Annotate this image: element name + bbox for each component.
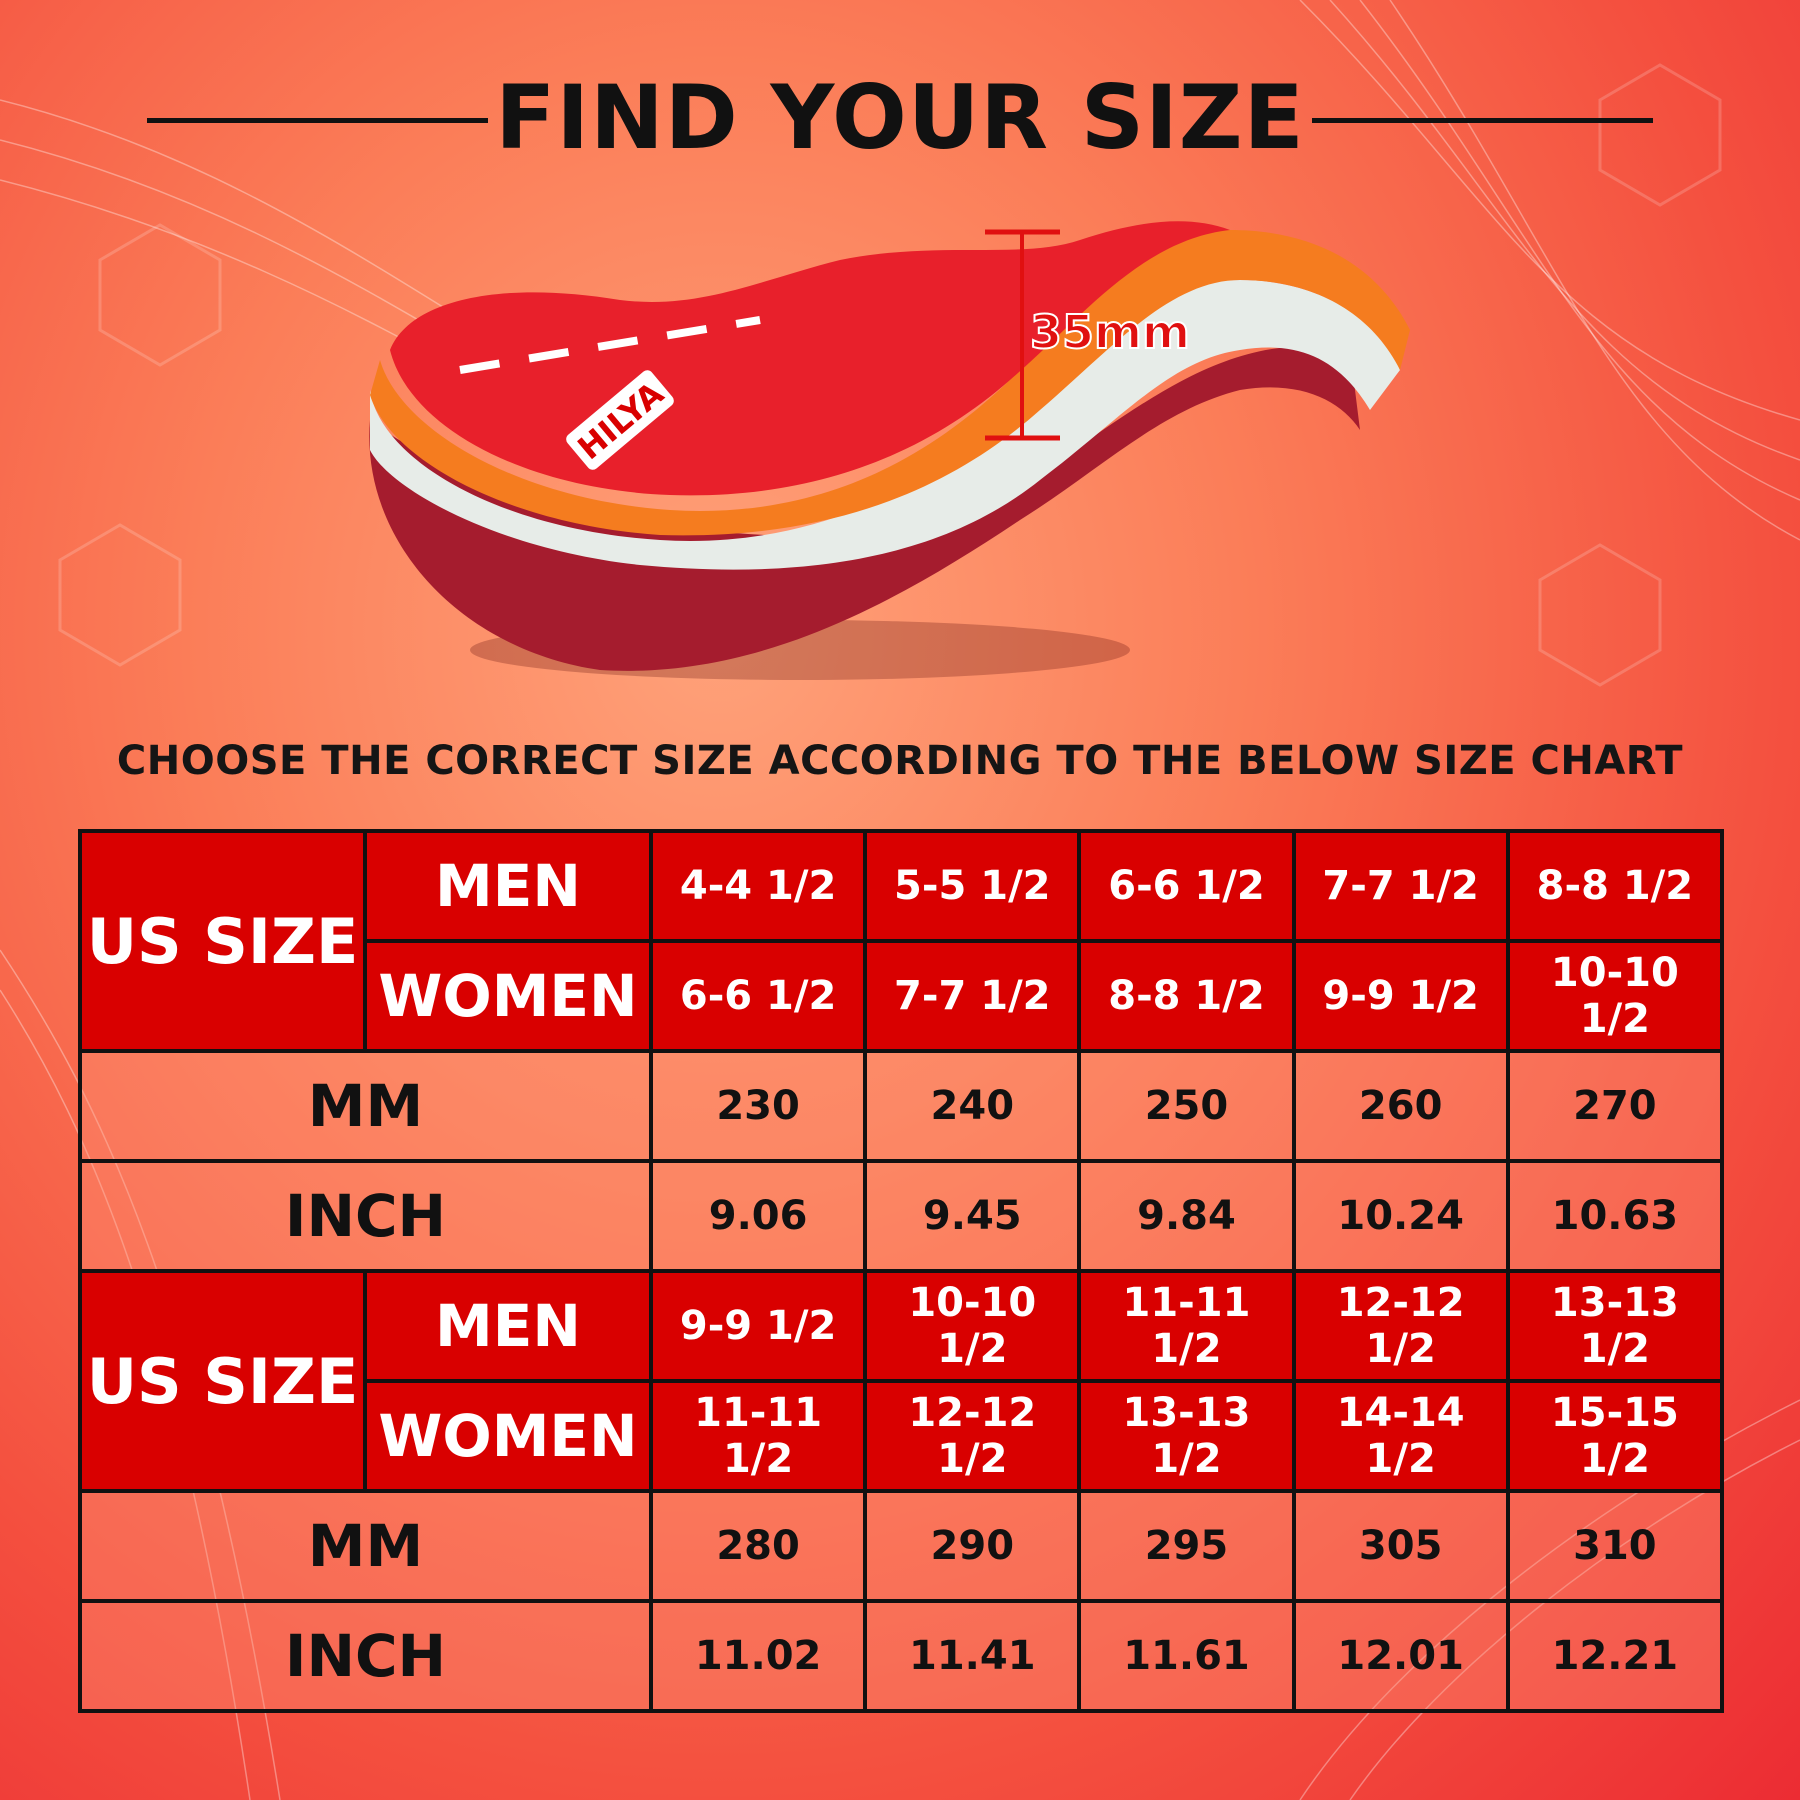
women-value-cell: 13-13 1/2 [1077, 1379, 1296, 1493]
mm-value-cell: 250 [1077, 1049, 1296, 1163]
inch-value-cell: 11.41 [863, 1599, 1082, 1713]
women-value-cell: 7-7 1/2 [863, 939, 1082, 1053]
title-rule-left [147, 118, 488, 123]
men-value-cell: 13-13 1/2 [1505, 1269, 1725, 1383]
inch-value-cell: 9.45 [863, 1159, 1082, 1273]
inch-value-cell: 10.63 [1505, 1159, 1725, 1273]
men-value-cell: 7-7 1/2 [1291, 829, 1510, 943]
insole-product-image: HILYA [369, 221, 1410, 680]
table-row-men: US SIZE MEN 4-4 1/2 5-5 1/2 6-6 1/2 7-7 1/2 8-… [78, 829, 1725, 1053]
inch-value-cell: 12.21 [1505, 1599, 1725, 1713]
women-value-cell: 14-14 1/2 [1291, 1379, 1510, 1493]
arch-height-label: 35mm [1029, 304, 1191, 360]
page-title: FIND YOUR SIZE [495, 66, 1305, 169]
inch-value-cell: 12.01 [1291, 1599, 1510, 1713]
table-row-women: WOMEN 6-6 1/2 7-7 1/2 8-8 1/2 9-9 1/2 10-10 1… [80, 939, 1725, 1053]
men-value-cell: 5-5 1/2 [863, 829, 1082, 943]
men-value-cell: 9-9 1/2 [648, 1269, 868, 1383]
women-header: WOMEN [363, 939, 653, 1053]
table-row-inch: INCH 9.06 9.45 9.84 10.24 10.63 [78, 1159, 1725, 1273]
women-value-cell: 6-6 1/2 [648, 939, 868, 1053]
arch-height-marker [985, 229, 1060, 441]
women-value-cell: 11-11 1/2 [648, 1379, 868, 1493]
inch-value-cell: 11.61 [1077, 1599, 1296, 1713]
women-value-cell: 8-8 1/2 [1077, 939, 1296, 1053]
men-value-cell: 11-11 1/2 [1077, 1269, 1296, 1383]
women-header: WOMEN [363, 1379, 653, 1493]
mm-value-cell: 270 [1505, 1049, 1725, 1163]
mm-value-cell: 295 [1077, 1489, 1296, 1603]
inch-value-cell: 10.24 [1291, 1159, 1510, 1273]
title-rule-right [1312, 118, 1653, 123]
women-value-cell: 9-9 1/2 [1291, 939, 1510, 1053]
mm-value-cell: 280 [648, 1489, 868, 1603]
inch-value-cell: 11.02 [648, 1599, 868, 1713]
table-row-inch: INCH 11.02 11.41 11.61 12.01 12.21 [78, 1599, 1725, 1713]
men-header: MEN [363, 829, 653, 943]
men-value-cell: 6-6 1/2 [1077, 829, 1296, 943]
table-row-mm: MM 280 290 295 305 310 [78, 1489, 1725, 1603]
mm-value-cell: 290 [863, 1489, 1082, 1603]
men-value-cell: 12-12 1/2 [1291, 1269, 1510, 1383]
men-value-cell: 4-4 1/2 [648, 829, 868, 943]
inch-value-cell: 9.06 [648, 1159, 868, 1273]
size-chart-table: US SIZE MEN 4-4 1/2 5-5 1/2 6-6 1/2 7-7 1/2 8-… [78, 829, 1725, 1713]
us-size-header: US SIZE [78, 1269, 367, 1493]
women-value-cell: 12-12 1/2 [863, 1379, 1082, 1493]
mm-value-cell: 230 [648, 1049, 868, 1163]
mm-header: MM [78, 1049, 653, 1163]
inch-header: INCH [78, 1159, 653, 1273]
table-row-mm: MM 230 240 250 260 270 [78, 1049, 1725, 1163]
women-value-cell: 15-15 1/2 [1505, 1379, 1725, 1493]
mm-header: MM [78, 1489, 653, 1603]
mm-value-cell: 305 [1291, 1489, 1510, 1603]
table-row-women: WOMEN 11-11 1/2 12-12 1/2 13-13 1/2 14-14 1/… [80, 1379, 1725, 1493]
inch-header: INCH [78, 1599, 653, 1713]
women-value-cell: 10-10 1/2 [1505, 939, 1725, 1053]
instruction-text: CHOOSE THE CORRECT SIZE ACCORDING TO THE… [116, 738, 1684, 784]
inch-value-cell: 9.84 [1077, 1159, 1296, 1273]
men-value-cell: 8-8 1/2 [1505, 829, 1725, 943]
men-value-cell: 10-10 1/2 [863, 1269, 1082, 1383]
mm-value-cell: 310 [1505, 1489, 1725, 1603]
mm-value-cell: 240 [863, 1049, 1082, 1163]
us-size-header: US SIZE [78, 829, 367, 1053]
table-row-men: US SIZE MEN 9-9 1/2 10-10 1/2 11-11 1/2 12-12… [78, 1269, 1725, 1493]
men-header: MEN [363, 1269, 653, 1383]
mm-value-cell: 260 [1291, 1049, 1510, 1163]
